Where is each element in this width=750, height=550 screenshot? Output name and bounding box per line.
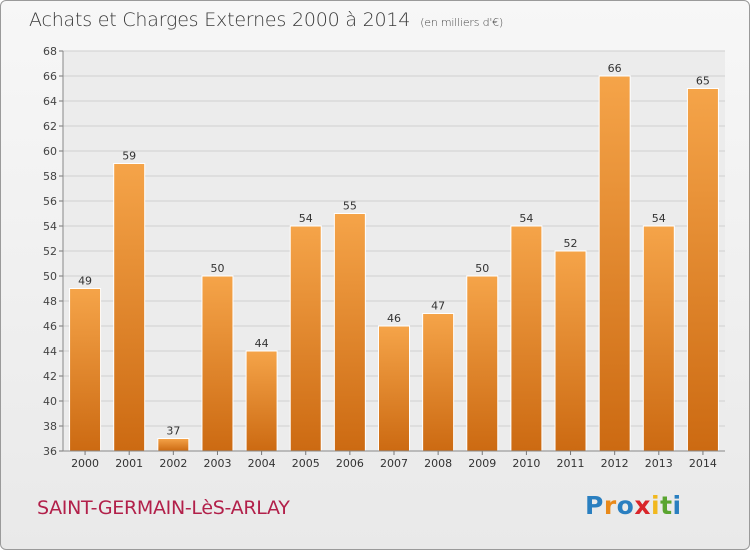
y-tick-label: 50 <box>43 270 57 283</box>
bar <box>642 225 675 452</box>
bars-layer <box>69 75 719 452</box>
bar <box>422 313 455 452</box>
bar-value-label: 46 <box>387 312 401 325</box>
y-tick-label: 62 <box>43 120 57 133</box>
bar-value-label: 54 <box>299 212 313 225</box>
chart-title-text: Achats et Charges Externes 2000 à 2014 <box>29 9 411 31</box>
logo-letter: r <box>603 491 617 520</box>
chart-subtitle: (en milliers d'€) <box>420 16 504 29</box>
logo-letter: i <box>672 491 682 520</box>
x-tick-label: 2001 <box>115 457 143 470</box>
x-tick-label: 2013 <box>645 457 673 470</box>
x-tick-label: 2004 <box>248 457 276 470</box>
bar <box>69 288 102 452</box>
proxiti-logo: Proxiti <box>585 491 682 520</box>
y-tick-label: 68 <box>43 45 57 58</box>
x-tick-label: 2009 <box>468 457 496 470</box>
y-tick-label: 46 <box>43 320 57 333</box>
bar <box>113 163 146 452</box>
bar <box>598 75 631 452</box>
bar <box>466 275 499 452</box>
bar <box>245 350 278 452</box>
chart-title: Achats et Charges Externes 2000 à 2014 (e… <box>29 9 503 31</box>
x-tick-label: 2003 <box>203 457 231 470</box>
x-tick-label: 2005 <box>292 457 320 470</box>
bar-value-label: 49 <box>78 275 92 288</box>
y-tick-label: 36 <box>43 445 57 458</box>
y-tick-label: 42 <box>43 370 57 383</box>
bar <box>157 438 190 452</box>
commune-name: SAINT-GERMAIN-LèS-ARLAY <box>37 497 290 519</box>
logo-letter: t <box>660 491 673 520</box>
bar-value-label: 52 <box>564 237 578 250</box>
bar-value-label: 50 <box>210 262 224 275</box>
bar-value-label: 55 <box>343 200 357 213</box>
bar-value-label: 66 <box>608 62 622 75</box>
bar-value-label: 59 <box>122 150 136 163</box>
y-tick-label: 66 <box>43 70 57 83</box>
x-tick-label: 2010 <box>512 457 540 470</box>
x-tick-label: 2008 <box>424 457 452 470</box>
bar <box>686 88 719 452</box>
x-tick-label: 2006 <box>336 457 364 470</box>
bar-value-label: 65 <box>696 75 710 88</box>
x-tick-label: 2007 <box>380 457 408 470</box>
y-tick-label: 48 <box>43 295 57 308</box>
y-tick-label: 54 <box>43 220 57 233</box>
bar <box>333 213 366 452</box>
y-tick-label: 52 <box>43 245 57 258</box>
bar-value-label: 54 <box>519 212 533 225</box>
bar-value-label: 54 <box>652 212 666 225</box>
value-labels-layer: 49 59 37 50 44 54 55 46 47 50 54 52 66 54 65 <box>78 62 710 438</box>
axis-layer: 36 38 40 42 44 46 48 50 52 54 56 58 60 62 64 66 68 2000 20… <box>43 45 725 470</box>
x-tick-label: 2000 <box>71 457 99 470</box>
logo-letter: x <box>634 491 651 520</box>
bar <box>378 325 410 452</box>
x-tick-label: 2014 <box>689 457 717 470</box>
y-tick-label: 58 <box>43 170 57 183</box>
x-tick-label: 2002 <box>159 457 187 470</box>
y-tick-label: 64 <box>43 95 57 108</box>
logo-letter: o <box>616 491 635 520</box>
bar <box>201 275 234 452</box>
bar <box>554 250 587 452</box>
bar-value-label: 50 <box>475 262 489 275</box>
y-tick-label: 38 <box>43 420 57 433</box>
x-tick-label: 2011 <box>557 457 585 470</box>
bar-value-label: 47 <box>431 300 445 313</box>
bar-value-label: 44 <box>255 337 269 350</box>
y-tick-label: 40 <box>43 395 57 408</box>
y-tick-label: 56 <box>43 195 57 208</box>
logo-letter: i <box>651 491 661 520</box>
x-tick-label: 2012 <box>601 457 629 470</box>
bar <box>289 225 322 452</box>
bar-value-label: 37 <box>166 425 180 438</box>
bar <box>510 225 543 452</box>
y-tick-label: 60 <box>43 145 57 158</box>
logo-letter: P <box>585 491 604 520</box>
y-tick-label: 44 <box>43 345 57 358</box>
